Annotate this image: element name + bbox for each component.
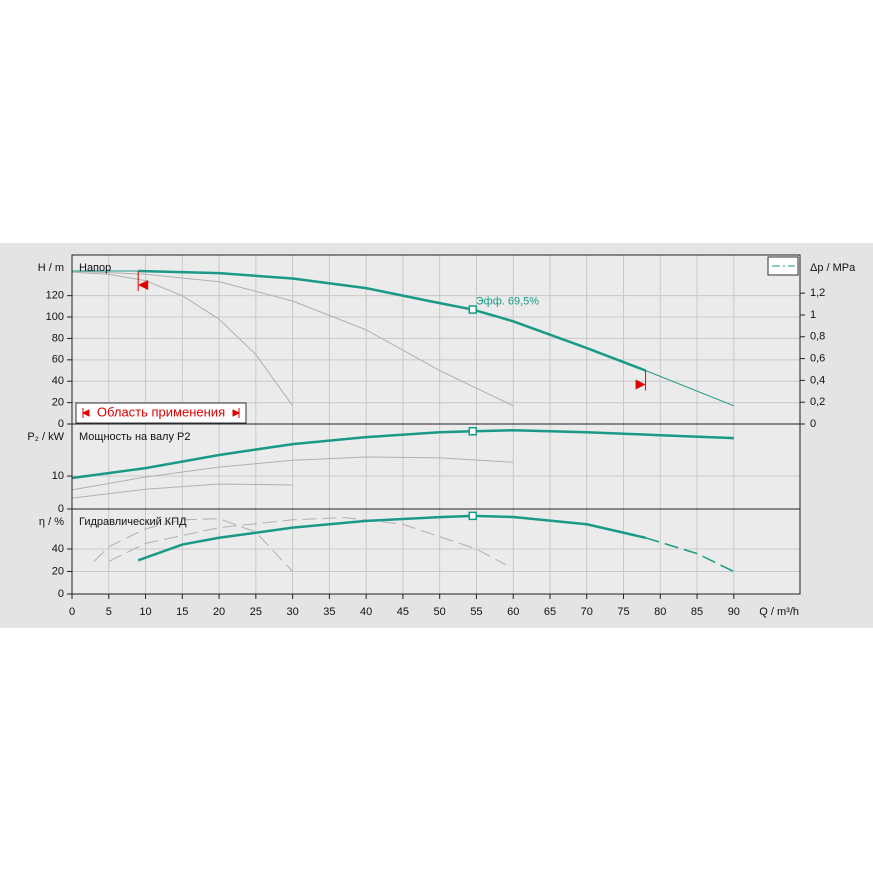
x-tick-label: 25 xyxy=(250,606,262,618)
panel-title: Напор xyxy=(79,262,111,274)
x-tick-label: 65 xyxy=(544,606,556,618)
y-tick-label: 80 xyxy=(52,332,64,344)
curve xyxy=(71,271,294,407)
efficiency-label: Эфф. 69,5% xyxy=(476,295,540,307)
x-tick-label: 35 xyxy=(323,606,335,618)
range-label-box xyxy=(75,402,247,424)
y-tick-label: 120 xyxy=(46,290,64,302)
x-tick-label: 0 xyxy=(69,606,75,618)
y-axis-label: η / % xyxy=(39,516,64,528)
x-tick-label: 15 xyxy=(176,606,188,618)
y-tick-label: 100 xyxy=(46,311,64,323)
legend xyxy=(767,256,799,276)
panel-title: Мощность на валу P2 xyxy=(79,431,191,443)
y2-tick-label: 0,6 xyxy=(810,352,825,364)
x-tick-label: 5 xyxy=(106,606,112,618)
y-tick-label: 20 xyxy=(52,565,64,577)
range-label: Область применения xyxy=(97,404,225,419)
y-tick-label: 0 xyxy=(58,588,64,600)
panel-title: Гидравлический КПД xyxy=(79,516,187,528)
y-tick-label: 40 xyxy=(52,543,64,555)
x-tick-label: 90 xyxy=(728,606,740,618)
y-tick-label: 40 xyxy=(52,375,64,387)
y2-tick-label: 1 xyxy=(810,309,816,321)
y-tick-label: 0 xyxy=(58,503,64,515)
y2-tick-label: 0,2 xyxy=(810,396,825,408)
curve xyxy=(71,456,514,491)
x-tick-label: 75 xyxy=(617,606,629,618)
x-tick-label: 10 xyxy=(139,606,151,618)
y-tick-label: 20 xyxy=(52,397,64,409)
x-tick-label: 30 xyxy=(286,606,298,618)
x-tick-label: 50 xyxy=(434,606,446,618)
x-tick-label: 85 xyxy=(691,606,703,618)
curve xyxy=(108,517,507,566)
y2-tick-label: 0 xyxy=(810,418,816,430)
y2-tick-label: 0,8 xyxy=(810,331,825,343)
y-tick-label: 10 xyxy=(52,470,64,482)
y-axis-label: P₂ / kW xyxy=(27,431,64,443)
x-tick-label: 60 xyxy=(507,606,519,618)
curve xyxy=(71,270,514,407)
x-tick-label: 55 xyxy=(470,606,482,618)
x-tick-label: 20 xyxy=(213,606,225,618)
operating-point xyxy=(468,511,478,521)
y2-axis-label: Δp / MPa xyxy=(810,262,856,274)
curve xyxy=(71,429,734,480)
curve xyxy=(93,518,293,572)
y2-tick-label: 0,4 xyxy=(810,374,825,386)
curve xyxy=(645,537,735,573)
x-tick-label: 45 xyxy=(397,606,409,618)
y-tick-label: 0 xyxy=(58,418,64,430)
curve xyxy=(138,269,647,372)
range-label-arrow xyxy=(81,408,241,418)
x-tick-label: 40 xyxy=(360,606,372,618)
operating-point xyxy=(468,426,478,436)
x-tick-label: 80 xyxy=(654,606,666,618)
curve xyxy=(137,514,646,562)
operating-point xyxy=(468,305,478,314)
y-tick-label: 60 xyxy=(52,354,64,366)
y-axis-label: H / m xyxy=(38,262,64,274)
range-arrow xyxy=(138,280,149,291)
curve xyxy=(71,483,293,499)
x-axis-label: Q / m³/h xyxy=(759,606,799,618)
x-tick-label: 70 xyxy=(581,606,593,618)
y2-tick-label: 1,2 xyxy=(810,287,825,299)
range-arrow xyxy=(635,379,646,390)
